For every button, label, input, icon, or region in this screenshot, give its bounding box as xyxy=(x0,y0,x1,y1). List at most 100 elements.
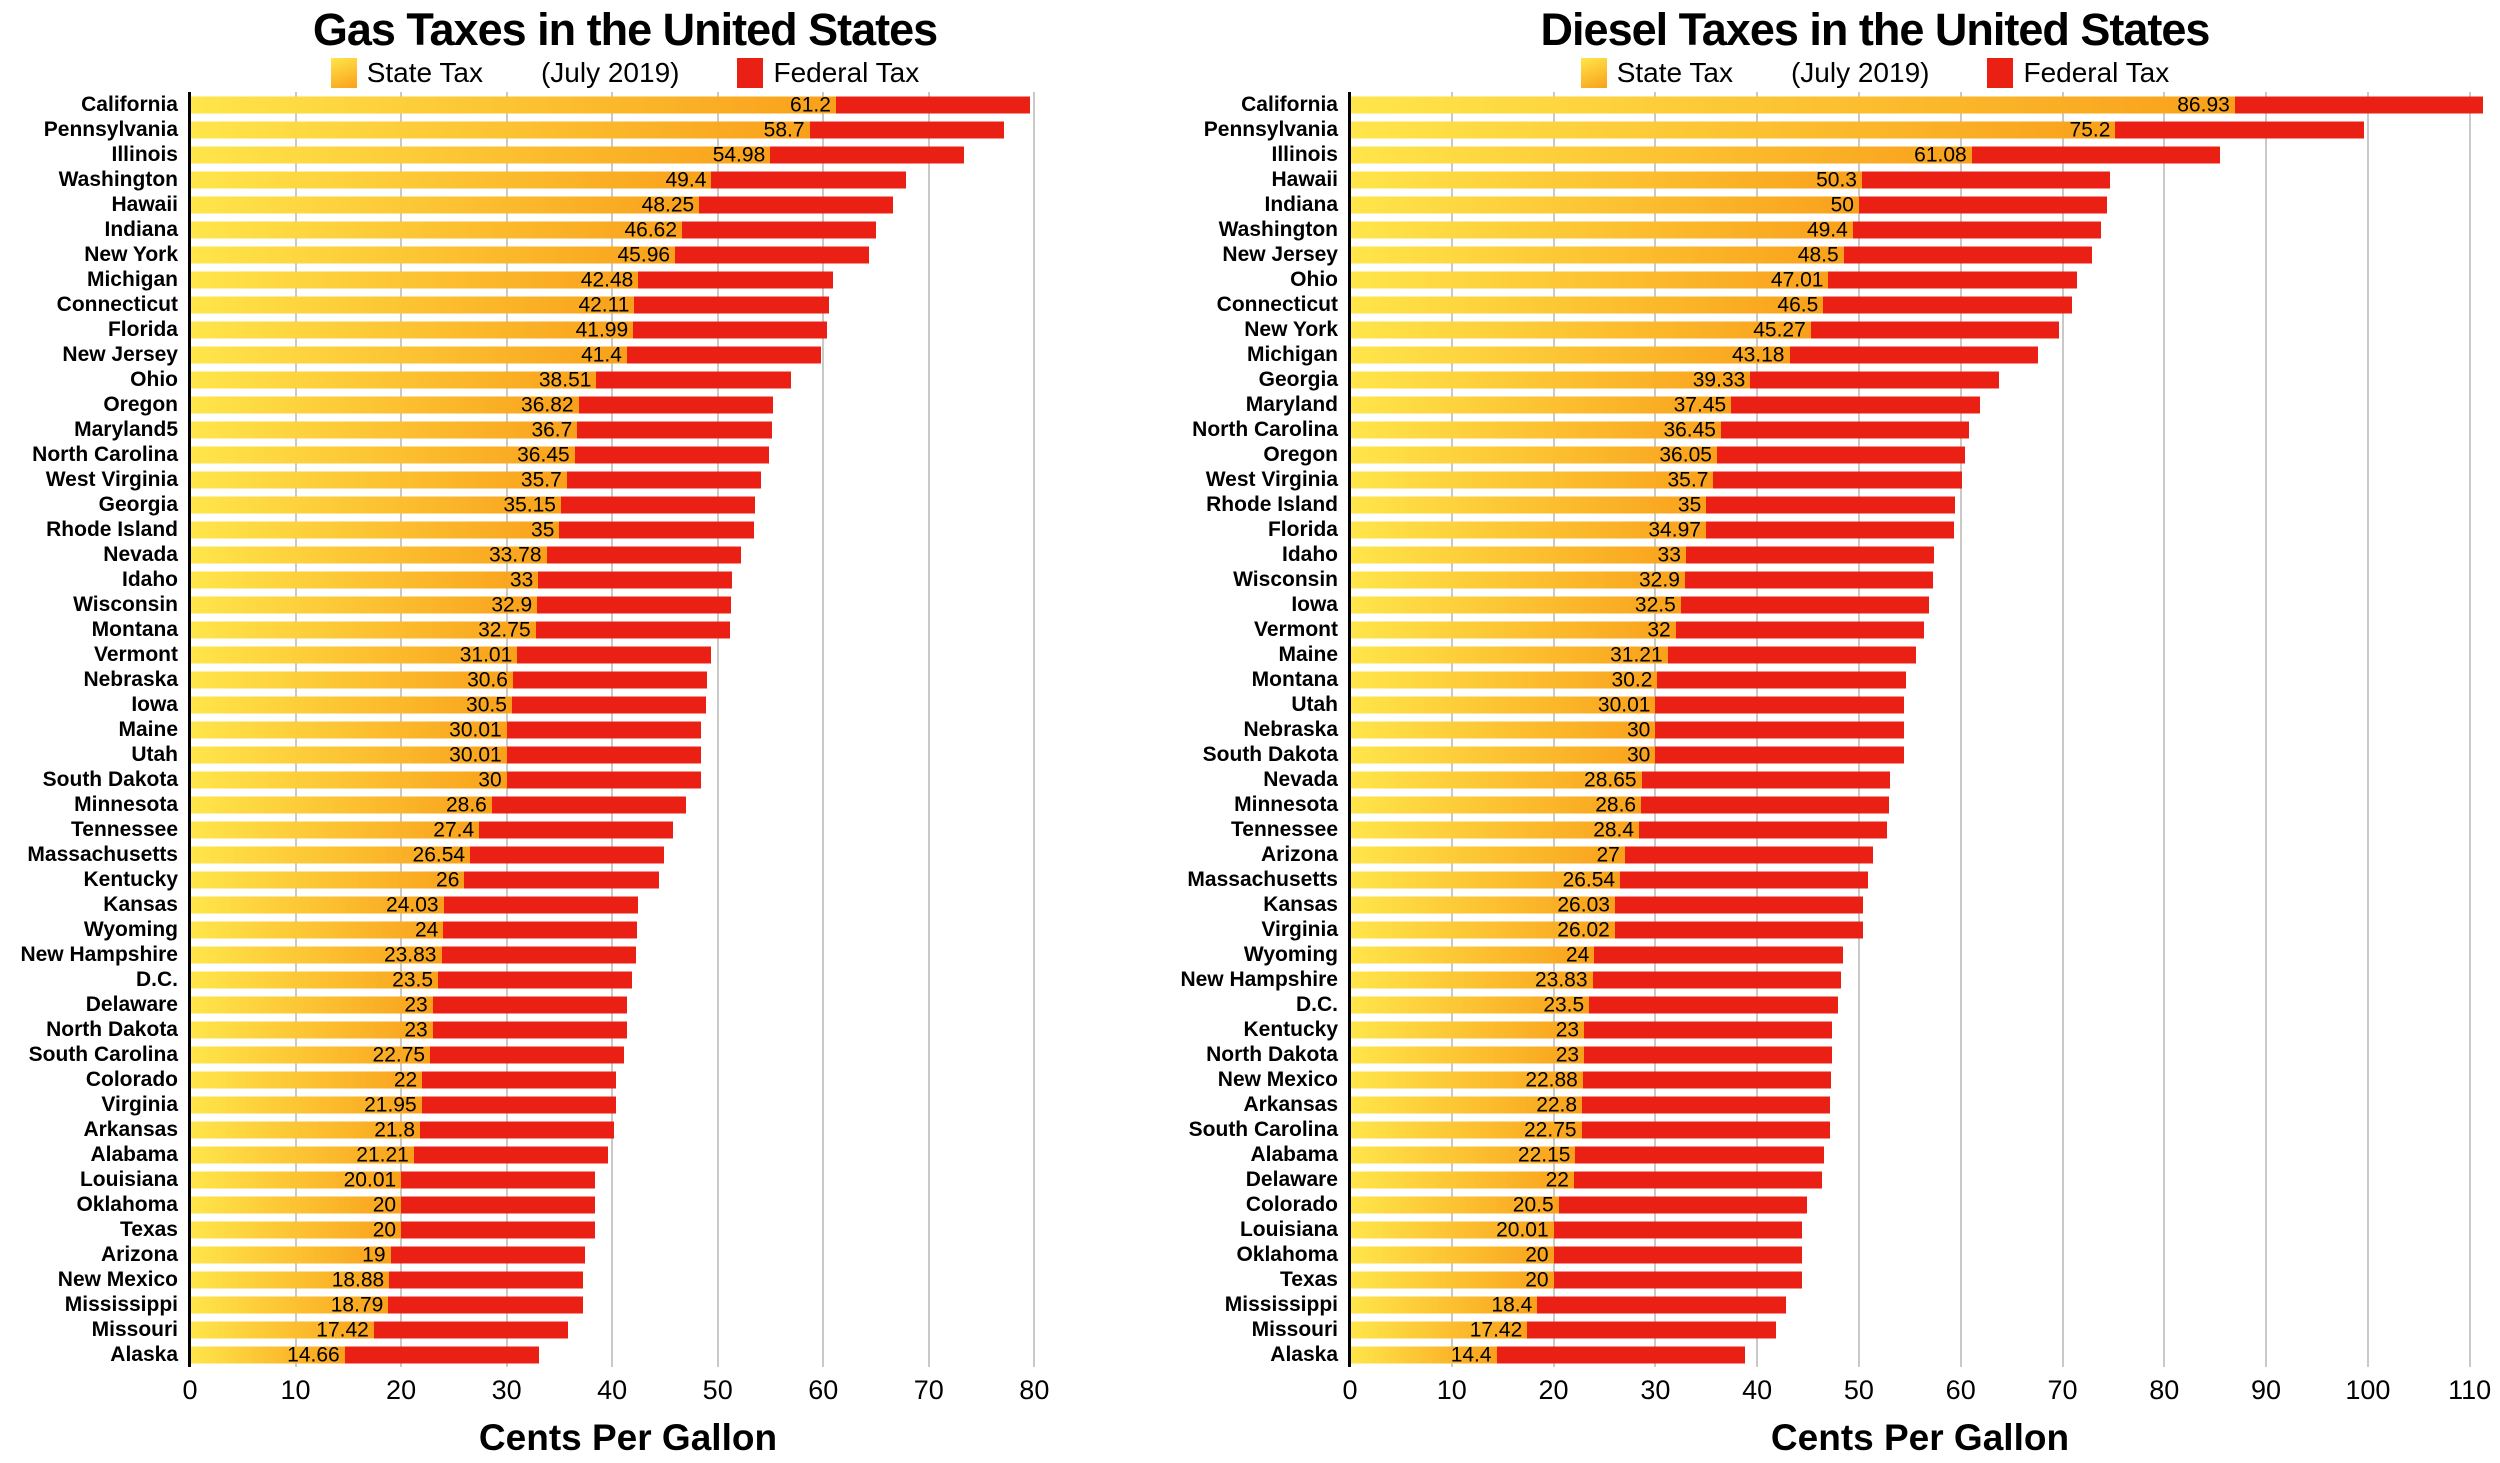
state-label: West Virginia xyxy=(45,467,178,491)
tax-bar: 18.4 xyxy=(1350,1294,2490,1315)
state-label: Nebraska xyxy=(1243,717,1338,741)
federal-tax-legend-label: Federal Tax xyxy=(773,57,920,88)
state-tax-value-label: 20 xyxy=(372,1193,397,1216)
federal-tax-segment xyxy=(401,1221,596,1238)
federal-tax-segment xyxy=(1589,996,1838,1013)
x-axis-label: Cents Per Gallon xyxy=(478,1417,778,1458)
state-tax-value-label: 20 xyxy=(1525,1268,1549,1291)
state-tax-segment: 45.27 xyxy=(1350,319,1811,340)
federal-tax-segment xyxy=(373,1321,569,1338)
state-label-cell: Oregon xyxy=(0,392,190,417)
tax-bar: 32.9 xyxy=(190,594,1066,615)
bar-row: Kentucky 26 xyxy=(0,867,1250,892)
state-label-cell: Minnesota xyxy=(0,792,190,817)
state-tax-segment: 30.5 xyxy=(190,694,512,715)
state-tax-segment: 47.01 xyxy=(1350,269,1829,290)
federal-tax-segment xyxy=(1655,721,1904,738)
bar-row: Colorado 22 xyxy=(0,1067,1250,1092)
state-label-cell: Tennessee xyxy=(1231,817,1350,842)
bar-rows: California 86.93 Pennsylvania 75.2 Illinois 6… xyxy=(1180,92,2500,1367)
tax-bar: 22 xyxy=(190,1069,1066,1090)
bar-track: 45.27 xyxy=(1350,317,2490,342)
tax-bar: 22.88 xyxy=(1350,1068,2490,1091)
bar-track: 46.5 xyxy=(1350,292,2490,317)
chart-subtitle: (July 2019) xyxy=(1790,57,1930,88)
state-tax-value-label: 26.02 xyxy=(1557,918,1610,941)
federal-tax-segment xyxy=(1614,896,1864,913)
bar-row: Oregon 36.05 xyxy=(1250,442,2500,467)
state-tax-value-label: 24 xyxy=(414,918,439,941)
state-tax-value-label: 39.33 xyxy=(1692,368,1746,391)
federal-tax-segment xyxy=(1641,771,1890,788)
bar-track: 23 xyxy=(190,1017,1066,1042)
state-label-cell: New Hampshire xyxy=(0,942,190,967)
state-label: Florida xyxy=(1267,517,1338,541)
federal-tax-segment xyxy=(2234,96,2484,113)
bar-row: D.C. 23.5 xyxy=(0,967,1250,992)
federal-tax-segment xyxy=(506,771,701,788)
tax-bar: 20 xyxy=(1350,1268,2490,1291)
federal-tax-segment xyxy=(511,696,707,713)
tax-bar: 18.79 xyxy=(190,1294,1066,1315)
state-label-cell: Kansas xyxy=(0,892,190,917)
bar-row: New Jersey 48.5 xyxy=(1222,242,2500,267)
state-label-cell: South Dakota xyxy=(0,767,190,792)
tax-bar: 30.01 xyxy=(1350,694,2490,715)
federal-tax-segment xyxy=(1614,921,1864,938)
state-tax-segment: 28.6 xyxy=(1350,794,1642,815)
gridline xyxy=(2366,92,2369,1367)
tax-bar: 30.2 xyxy=(1350,669,2490,690)
state-label-cell: Indiana xyxy=(1250,192,1350,217)
tax-bar: 30.6 xyxy=(190,669,1066,690)
bar-track: 61.08 xyxy=(1350,142,2490,167)
bar-row: Montana 30.2 xyxy=(1250,667,2500,692)
state-tax-segment: 32.75 xyxy=(190,619,536,640)
tax-bar: 26 xyxy=(190,869,1066,890)
state-label: Montana xyxy=(91,617,178,641)
bar-row: Arkansas 22.8 xyxy=(1243,1092,2500,1117)
bar-track: 17.42 xyxy=(1350,1317,2490,1342)
tax-bar: 35 xyxy=(1350,494,2490,515)
bar-track: 23.83 xyxy=(1350,967,2490,992)
state-tax-segment: 34.97 xyxy=(1350,519,1706,540)
bar-row: Iowa 32.5 xyxy=(1250,592,2500,617)
bar-row: Rhode Island 35 xyxy=(0,517,1250,542)
x-tick-label: 50 xyxy=(702,1375,733,1405)
tax-bar: 26.54 xyxy=(190,844,1066,865)
state-label-cell: Oklahoma xyxy=(0,1192,190,1217)
state-tax-value-label: 21.21 xyxy=(356,1143,409,1166)
bar-track: 30 xyxy=(190,767,1066,792)
state-label: California xyxy=(81,92,178,116)
bar-row: West Virginia 35.7 xyxy=(1206,467,2500,492)
state-label: Illinois xyxy=(111,142,178,166)
bar-row: Iowa 30.5 xyxy=(0,692,1250,717)
bar-track: 35 xyxy=(1350,492,2490,517)
bar-track: 18.79 xyxy=(190,1292,1066,1317)
bar-track: 27 xyxy=(1350,842,2490,867)
state-tax-value-label: 22.88 xyxy=(1525,1068,1578,1091)
state-label: Oregon xyxy=(1263,442,1338,466)
state-tax-value-label: 23.83 xyxy=(1534,968,1588,991)
state-tax-segment: 31.21 xyxy=(1350,644,1668,665)
bar-row: Utah 30.01 xyxy=(0,742,1250,767)
state-label: Georgia xyxy=(98,492,178,516)
state-tax-segment: 41.4 xyxy=(190,344,627,365)
state-label: Missouri xyxy=(91,1317,178,1341)
state-label: Wisconsin xyxy=(1233,567,1338,591)
tax-bar: 86.93 xyxy=(1350,94,2490,115)
state-label: Connecticut xyxy=(1216,292,1338,316)
federal-tax-segment xyxy=(2115,121,2364,138)
federal-tax-segment xyxy=(1553,1221,1803,1238)
state-tax-segment: 46.62 xyxy=(190,219,683,240)
state-label-cell: Maryland xyxy=(1246,392,1350,417)
x-tick-label: 50 xyxy=(1843,1375,1874,1405)
bar-row: Pennsylvania 58.7 xyxy=(0,117,1250,142)
tax-bar: 28.6 xyxy=(1350,794,2490,815)
state-label: Michigan xyxy=(86,267,178,291)
state-label: Iowa xyxy=(1291,592,1338,616)
tax-bar: 36.82 xyxy=(190,394,1066,415)
bar-track: 45.96 xyxy=(190,242,1066,267)
state-label: Alaska xyxy=(110,1342,178,1366)
state-tax-segment: 36.45 xyxy=(190,444,575,465)
state-label: Hawaii xyxy=(111,192,178,216)
